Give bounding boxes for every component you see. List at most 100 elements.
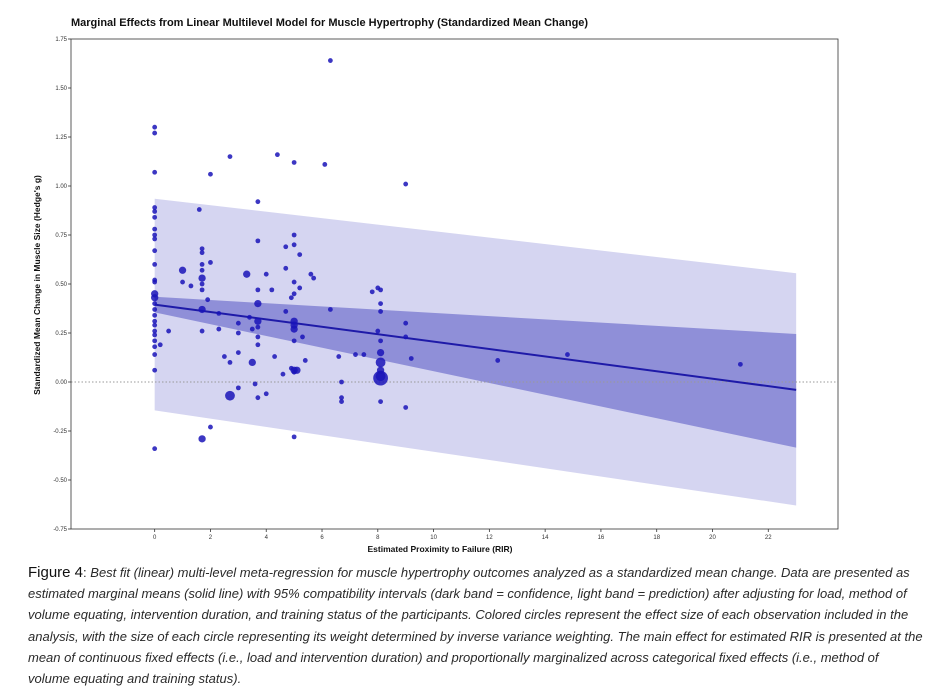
data-point: [308, 271, 314, 277]
data-point: [378, 338, 383, 344]
data-point: [339, 399, 344, 404]
y-tick-label: 0.50: [55, 282, 67, 288]
data-point: [255, 395, 261, 401]
data-point: [378, 309, 383, 314]
data-point: [152, 236, 158, 242]
data-point: [247, 314, 252, 320]
data-point: [205, 297, 211, 303]
data-point: [166, 328, 172, 334]
data-point: [225, 390, 235, 401]
data-point: [196, 207, 202, 212]
confidence-band: [154, 296, 797, 448]
data-point: [283, 309, 289, 314]
x-tick-label: 10: [430, 535, 437, 541]
data-point: [152, 367, 158, 373]
data-point: [199, 281, 205, 287]
data-point: [255, 199, 261, 205]
chart-title: Marginal Effects from Linear Multilevel …: [71, 17, 588, 29]
data-point: [369, 289, 375, 295]
data-point: [198, 274, 206, 282]
data-point: [216, 326, 222, 332]
data-point: [293, 366, 301, 374]
data-point: [375, 328, 381, 334]
data-point: [403, 334, 409, 340]
data-point: [288, 295, 294, 301]
figure-caption: Figure 4: Best fit (linear) multi-level …: [28, 562, 923, 689]
data-point: [339, 379, 344, 385]
data-point: [152, 130, 158, 136]
data-point: [290, 325, 298, 333]
y-tick-label: 1.25: [55, 135, 67, 141]
data-point: [373, 370, 388, 386]
data-point: [235, 385, 241, 391]
x-tick-label: 0: [153, 535, 157, 541]
data-point: [403, 320, 409, 326]
y-axis: -0.75 -0.50 -0.25 0.00 0.25 0.50 0.75 1.00 1.25 1…: [53, 37, 71, 533]
data-point: [297, 252, 303, 257]
data-point: [254, 299, 262, 308]
data-point: [180, 279, 185, 285]
data-point: [227, 360, 233, 365]
data-point: [291, 279, 297, 285]
data-point: [152, 352, 158, 357]
data-point: [291, 338, 297, 344]
data-point: [178, 266, 187, 274]
data-point: [291, 232, 297, 238]
data-point: [152, 214, 158, 220]
data-point: [408, 356, 414, 361]
x-tick-label: 20: [709, 535, 716, 541]
data-point: [152, 169, 158, 175]
data-point: [336, 354, 342, 359]
data-point: [222, 354, 227, 359]
figure-label: Figure 4: [28, 564, 84, 581]
data-point: [152, 344, 158, 350]
data-point: [248, 358, 256, 367]
data-point: [152, 209, 158, 214]
data-point: [152, 307, 158, 312]
y-tick-label: 0.75: [55, 233, 67, 239]
data-point: [280, 371, 286, 377]
data-point: [152, 205, 158, 210]
data-point: [322, 162, 328, 167]
y-tick-label: 1.75: [55, 37, 67, 43]
data-point: [152, 226, 158, 232]
data-point: [235, 330, 241, 336]
data-point: [188, 283, 194, 289]
data-point: [152, 332, 158, 338]
data-point: [565, 352, 570, 357]
data-point: [274, 152, 280, 158]
data-point: [291, 242, 297, 248]
data-point: [235, 320, 241, 326]
figure-colon: :: [83, 565, 87, 580]
data-point: [297, 285, 303, 291]
data-point: [157, 342, 163, 348]
y-tick-label: 0.25: [55, 331, 67, 337]
data-point: [291, 160, 297, 165]
data-point: [263, 391, 269, 397]
data-point: [255, 342, 261, 348]
data-point: [243, 270, 251, 278]
data-point: [208, 424, 213, 430]
data-point: [199, 267, 205, 273]
data-point: [249, 326, 255, 332]
x-tick-label: 2: [209, 535, 213, 541]
data-point: [255, 287, 261, 293]
data-point: [152, 312, 158, 318]
y-tick-label: -0.50: [53, 478, 67, 484]
data-point: [375, 357, 386, 368]
data-point: [199, 246, 205, 252]
data-point: [291, 434, 297, 440]
data-point: [152, 248, 158, 254]
data-point: [227, 154, 233, 160]
data-point: [208, 171, 213, 177]
data-point: [152, 322, 158, 328]
data-point: [378, 399, 383, 404]
data-point: [151, 294, 159, 302]
figure-caption-text: Best fit (linear) multi-level meta-regre…: [28, 565, 923, 687]
data-point: [302, 358, 308, 363]
data-point: [361, 352, 367, 357]
data-point: [327, 307, 333, 312]
data-point: [152, 232, 158, 238]
data-point: [272, 354, 278, 359]
data-point: [235, 350, 241, 355]
